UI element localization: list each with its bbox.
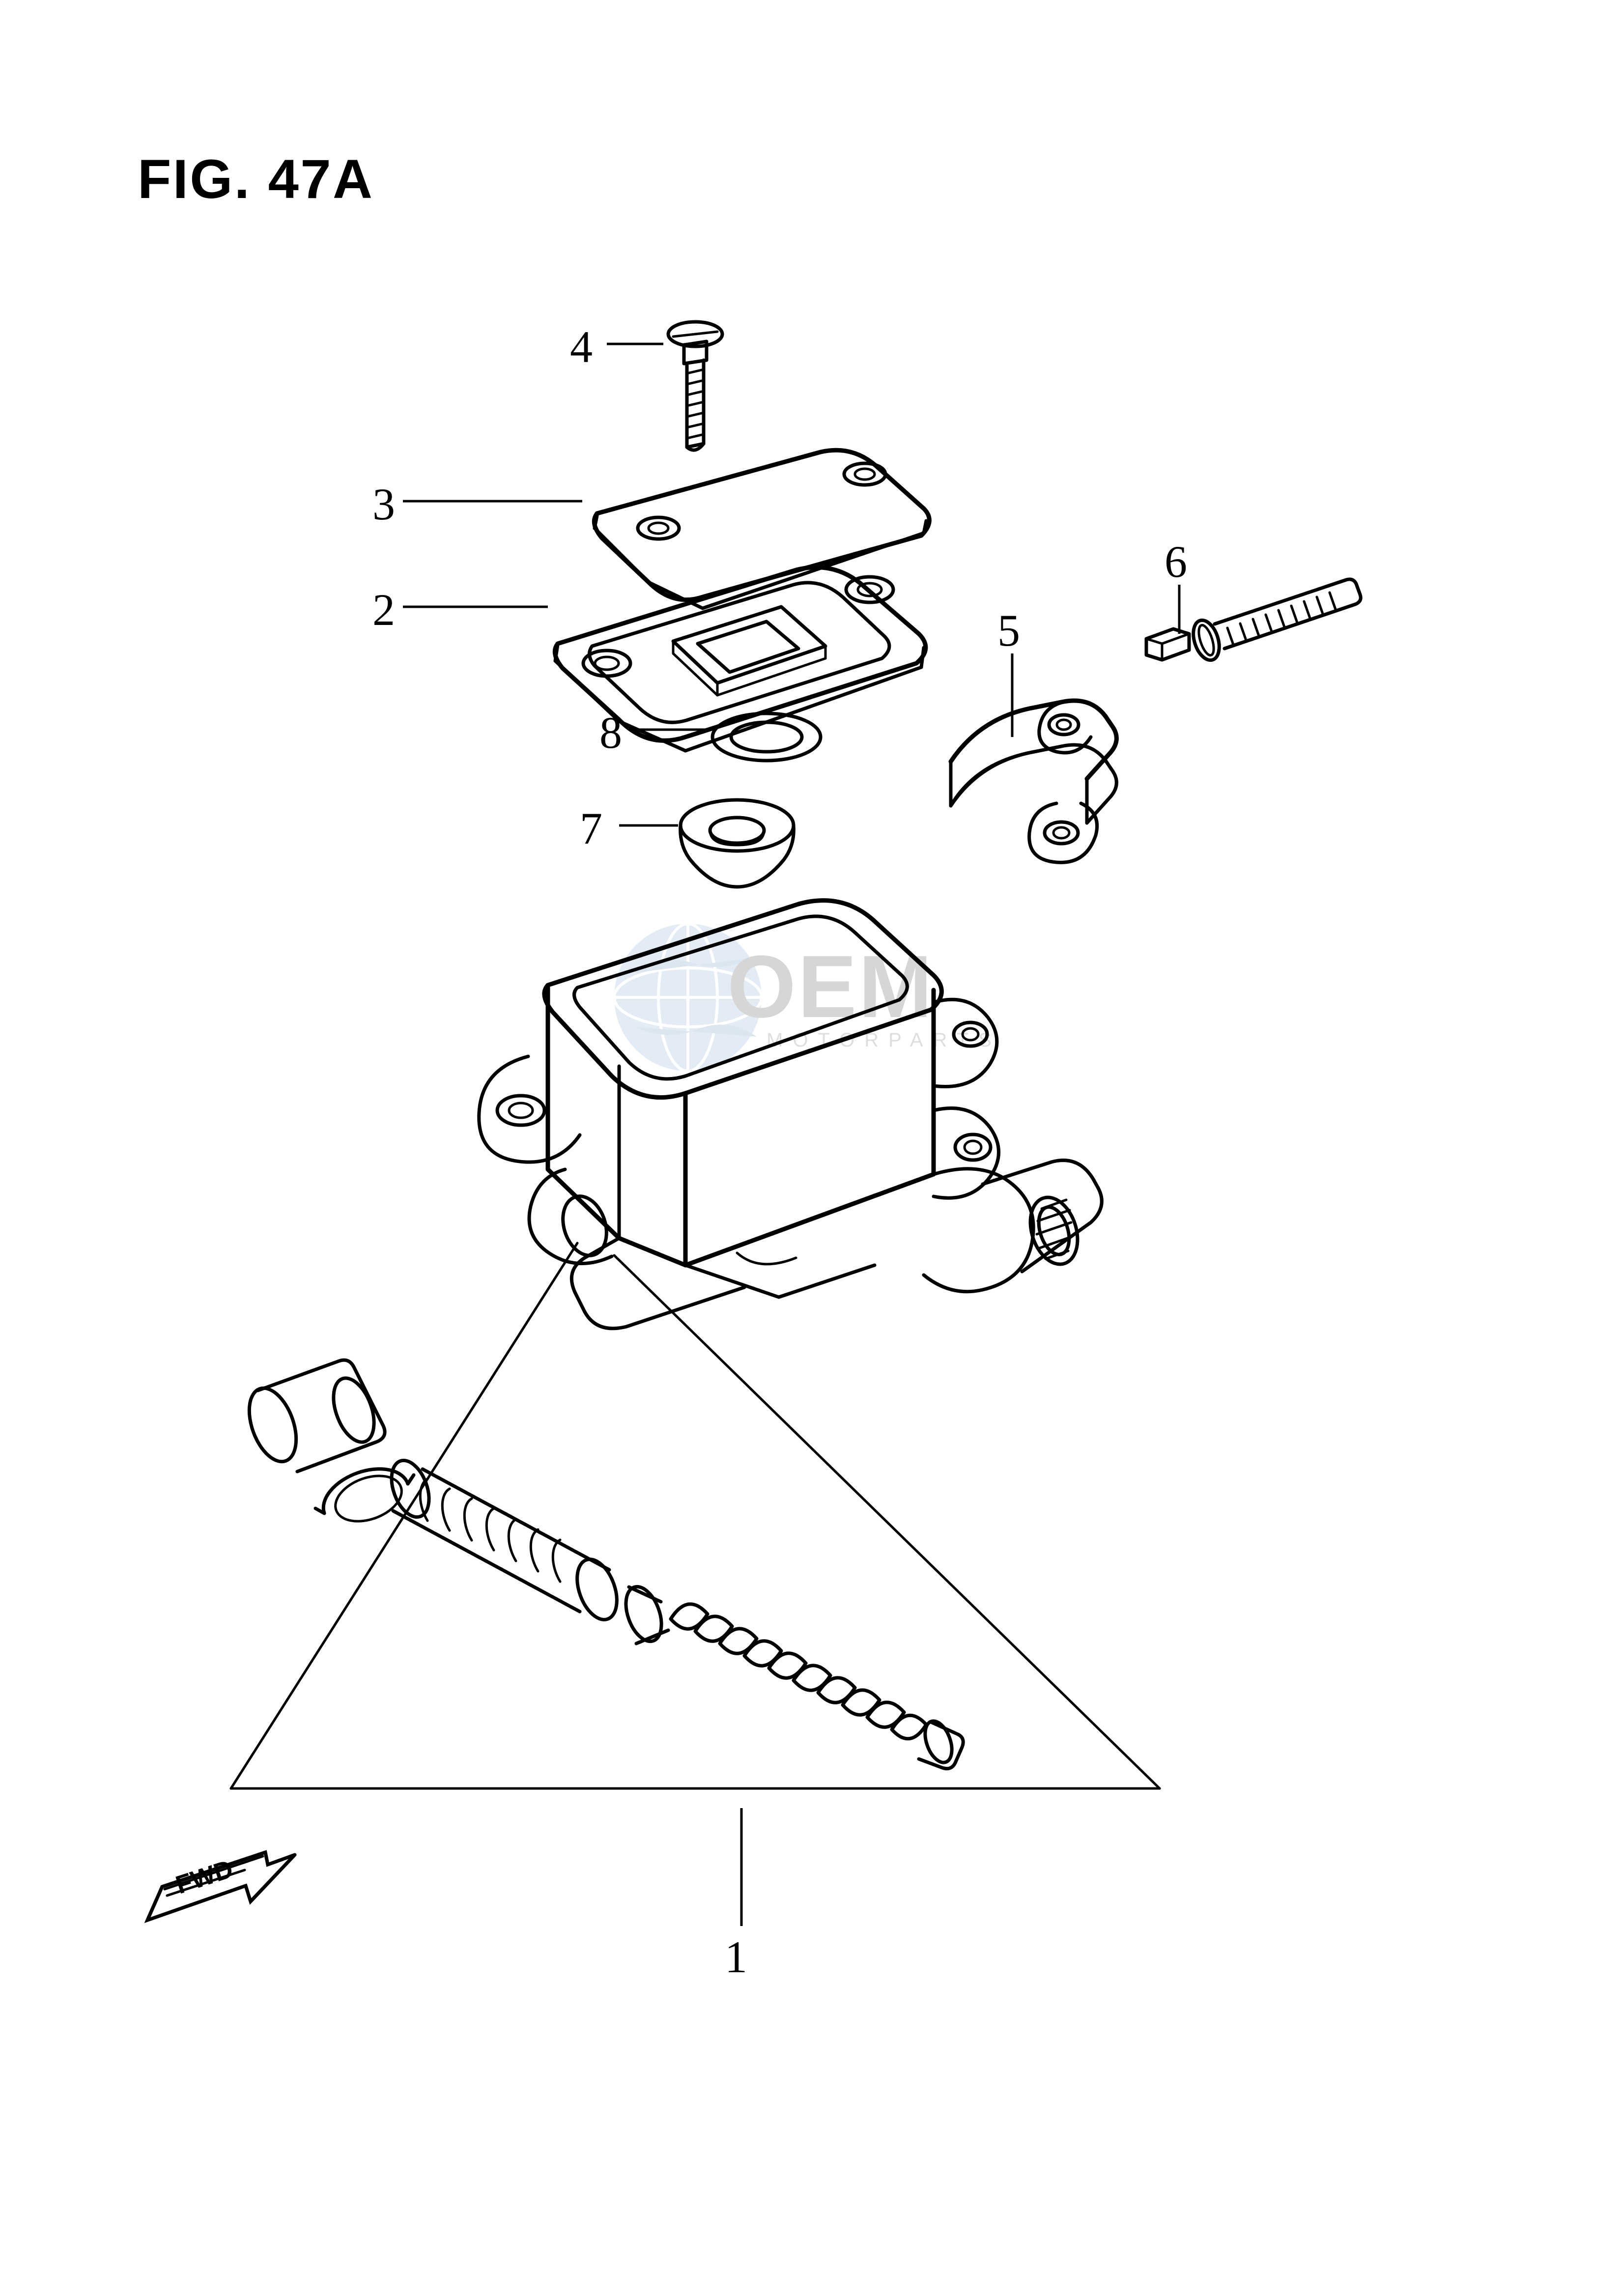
part-piston-set-1 [240, 1360, 963, 1769]
callout-8: 8 [599, 707, 622, 759]
exploded-diagram: FWD [0, 0, 1620, 2296]
callout-7: 7 [580, 802, 602, 854]
part-body [479, 901, 1102, 1329]
fwd-arrow-icon: FWD [147, 1852, 295, 1920]
callout-5: 5 [997, 604, 1020, 656]
callout-4: 4 [570, 321, 593, 373]
callout-2: 2 [372, 584, 395, 636]
callout-1: 1 [725, 1931, 747, 1983]
break-lines [231, 1243, 1160, 1788]
part-cup-7 [681, 800, 794, 887]
part-screw-4 [668, 322, 722, 450]
page-root: FIG. 47A OEM MOTORPARTS [0, 0, 1620, 2296]
callout-3: 3 [372, 478, 395, 530]
part-clamp-5 [951, 701, 1116, 862]
leader-lines [403, 344, 1179, 1926]
callout-6: 6 [1165, 536, 1187, 588]
